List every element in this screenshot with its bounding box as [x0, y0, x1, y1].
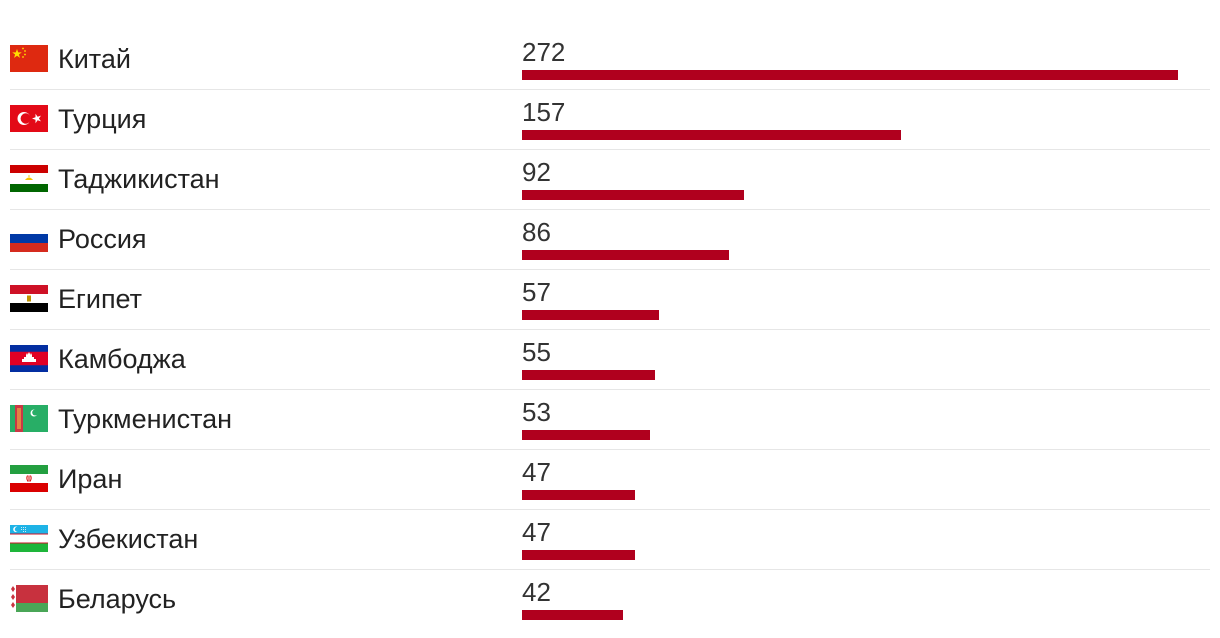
data-label: 92	[522, 157, 551, 187]
data-label: 47	[522, 457, 551, 487]
chart-row: Таджикистан 92	[10, 150, 1210, 210]
bar	[522, 430, 650, 440]
russia-flag-icon	[10, 225, 48, 252]
data-label: 57	[522, 277, 551, 307]
bar	[522, 550, 635, 560]
data-label: 272	[522, 37, 566, 67]
cambodia-flag-icon	[10, 345, 48, 372]
bar	[522, 610, 623, 620]
category-label: Египет	[58, 284, 143, 314]
category-label: Россия	[58, 224, 147, 254]
chart-row: Египет 57	[10, 270, 1210, 330]
bar	[522, 70, 1178, 80]
turkmenistan-flag-icon	[10, 405, 48, 432]
iran-flag-icon	[10, 465, 48, 492]
category-label: Беларусь	[58, 584, 177, 614]
bar	[522, 190, 744, 200]
chart-row: Турция 157	[10, 90, 1210, 150]
chart-row: Туркменистан 53	[10, 390, 1210, 450]
chart-row: Камбоджа 55	[10, 330, 1210, 390]
category-label: Иран	[58, 464, 123, 494]
china-flag-icon	[10, 45, 48, 72]
uzbekistan-flag-icon	[10, 525, 48, 552]
data-label: 42	[522, 577, 551, 607]
data-label: 53	[522, 397, 551, 427]
category-label: Туркменистан	[58, 404, 233, 434]
turkey-flag-icon	[10, 105, 48, 132]
chart-row: Узбекистан 47	[10, 510, 1210, 570]
category-label: Таджикистан	[58, 164, 220, 194]
bar	[522, 130, 901, 140]
bar	[522, 370, 655, 380]
category-label: Китай	[58, 44, 131, 74]
category-label: Камбоджа	[58, 344, 186, 374]
data-label: 55	[522, 337, 551, 367]
chart-row: Беларусь 42	[10, 570, 1210, 630]
bar	[522, 250, 729, 260]
data-label: 157	[522, 97, 566, 127]
bar	[522, 310, 659, 320]
tajikistan-flag-icon	[10, 165, 48, 192]
data-label: 47	[522, 517, 551, 547]
egypt-flag-icon	[10, 285, 48, 312]
category-label: Турция	[58, 104, 147, 134]
chart-row: Иран 47	[10, 450, 1210, 510]
bar	[522, 490, 635, 500]
data-label: 86	[522, 217, 551, 247]
chart-row: Китай 272	[10, 30, 1210, 90]
category-label: Узбекистан	[58, 524, 199, 554]
belarus-flag-icon	[10, 585, 48, 612]
chart-row: Россия 86	[10, 210, 1210, 270]
